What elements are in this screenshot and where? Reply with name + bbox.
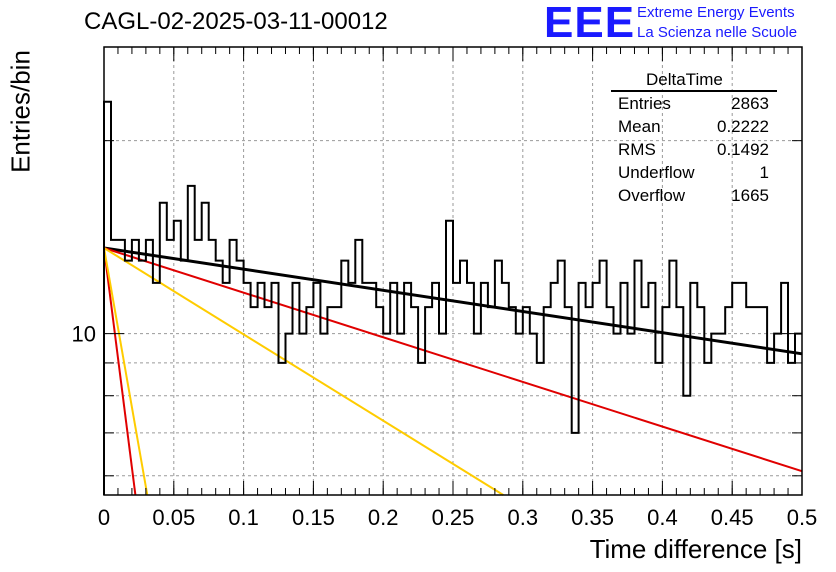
x-tick-label: 0.5: [787, 505, 818, 530]
x-tick-label: 0.3: [508, 505, 539, 530]
fit-curve-1: [103, 247, 803, 473]
stat-label-rms: RMS: [618, 140, 656, 159]
stat-value-rms: 0.1492: [717, 140, 769, 159]
stat-value-mean: 0.2222: [717, 117, 769, 136]
x-tick-label: 0.45: [711, 505, 754, 530]
logo-line-1: Extreme Energy Events: [637, 4, 795, 21]
fit-curve-2: [103, 247, 504, 496]
x-tick-label: 0.4: [647, 505, 678, 530]
stat-label-underflow: Underflow: [618, 163, 695, 182]
x-tick-label: 0: [98, 505, 110, 530]
stat-value-underflow: 1: [759, 163, 769, 182]
fit-curves: [103, 246, 803, 496]
x-tick-label: 0.35: [571, 505, 614, 530]
x-tick-labels: 0 0.05 0.1 0.15 0.2 0.25 0.3 0.35 0.4 0.45 0.5: [98, 505, 817, 530]
chart-title: CAGL-02-2025-03-11-00012: [84, 8, 388, 35]
histogram-steps: [103, 100, 802, 495]
stat-label-entries: Entries: [618, 94, 671, 113]
fit-curve-3: [103, 247, 137, 496]
fit-curve-4: [103, 247, 149, 496]
stat-label-overflow: Overflow: [618, 186, 686, 205]
x-tick-label: 0.05: [152, 505, 195, 530]
eee-logo: EEE: [544, 0, 636, 47]
x-axis-label: Time difference [s]: [589, 534, 802, 564]
x-tick-label: 0.1: [228, 505, 259, 530]
stat-label-mean: Mean: [618, 117, 661, 136]
x-tick-label: 0.15: [292, 505, 335, 530]
fit-curve-0: [103, 246, 803, 356]
stats-box-title: DeltaTime: [646, 70, 723, 89]
histogram-series: [103, 100, 802, 495]
axis-ticks: [103, 47, 803, 495]
x-tick-label: 0.2: [368, 505, 399, 530]
x-tick-label: 0.25: [432, 505, 475, 530]
y-tick-labels: 10: [72, 322, 96, 347]
y-tick-label: 10: [72, 322, 96, 347]
logo-line-2: La Scienza nelle Scuole: [637, 24, 798, 41]
stat-value-entries: 2863: [731, 94, 769, 113]
stat-value-overflow: 1665: [731, 186, 769, 205]
stats-box-rule: [611, 90, 777, 92]
y-axis-label: Entries/bin: [5, 50, 36, 173]
